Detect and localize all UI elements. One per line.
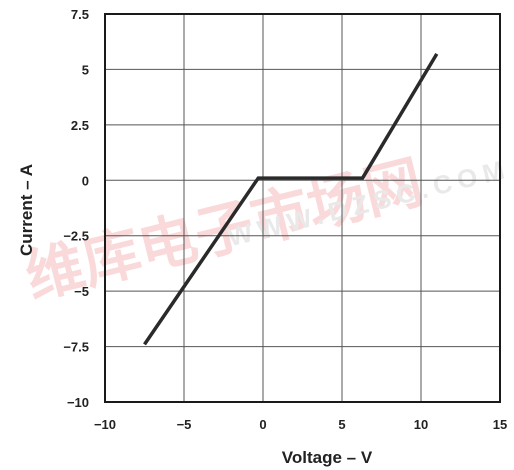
- watermark: 维库电子市场网 WWW.DZSC.COM: [19, 149, 513, 310]
- y-tick-label: 5: [82, 62, 89, 77]
- y-tick-label: −2.5: [63, 229, 89, 244]
- x-tick-label: 0: [259, 417, 266, 432]
- y-tick-label: −10: [67, 395, 89, 410]
- x-tick-label: −5: [177, 417, 192, 432]
- grid: [105, 14, 500, 402]
- y-ticks: 7.5 5 2.5 0 −2.5 −5 −7.5 −10: [63, 7, 89, 410]
- x-ticks: −10 −5 0 5 10 15: [94, 417, 507, 432]
- y-tick-label: 7.5: [71, 7, 89, 22]
- x-tick-label: 15: [493, 417, 507, 432]
- x-axis-label: Voltage – V: [282, 448, 373, 467]
- x-tick-label: 5: [338, 417, 345, 432]
- x-tick-label: 10: [414, 417, 428, 432]
- y-axis-label: Current – A: [17, 164, 36, 256]
- y-tick-label: 0: [82, 173, 89, 188]
- x-tick-label: −10: [94, 417, 116, 432]
- series-group: [143, 53, 439, 346]
- y-tick-label: 2.5: [71, 118, 89, 133]
- series-line: [143, 53, 439, 346]
- plot-frame: [104, 13, 501, 403]
- y-tick-label: −7.5: [63, 340, 89, 355]
- y-tick-label: −5: [74, 284, 89, 299]
